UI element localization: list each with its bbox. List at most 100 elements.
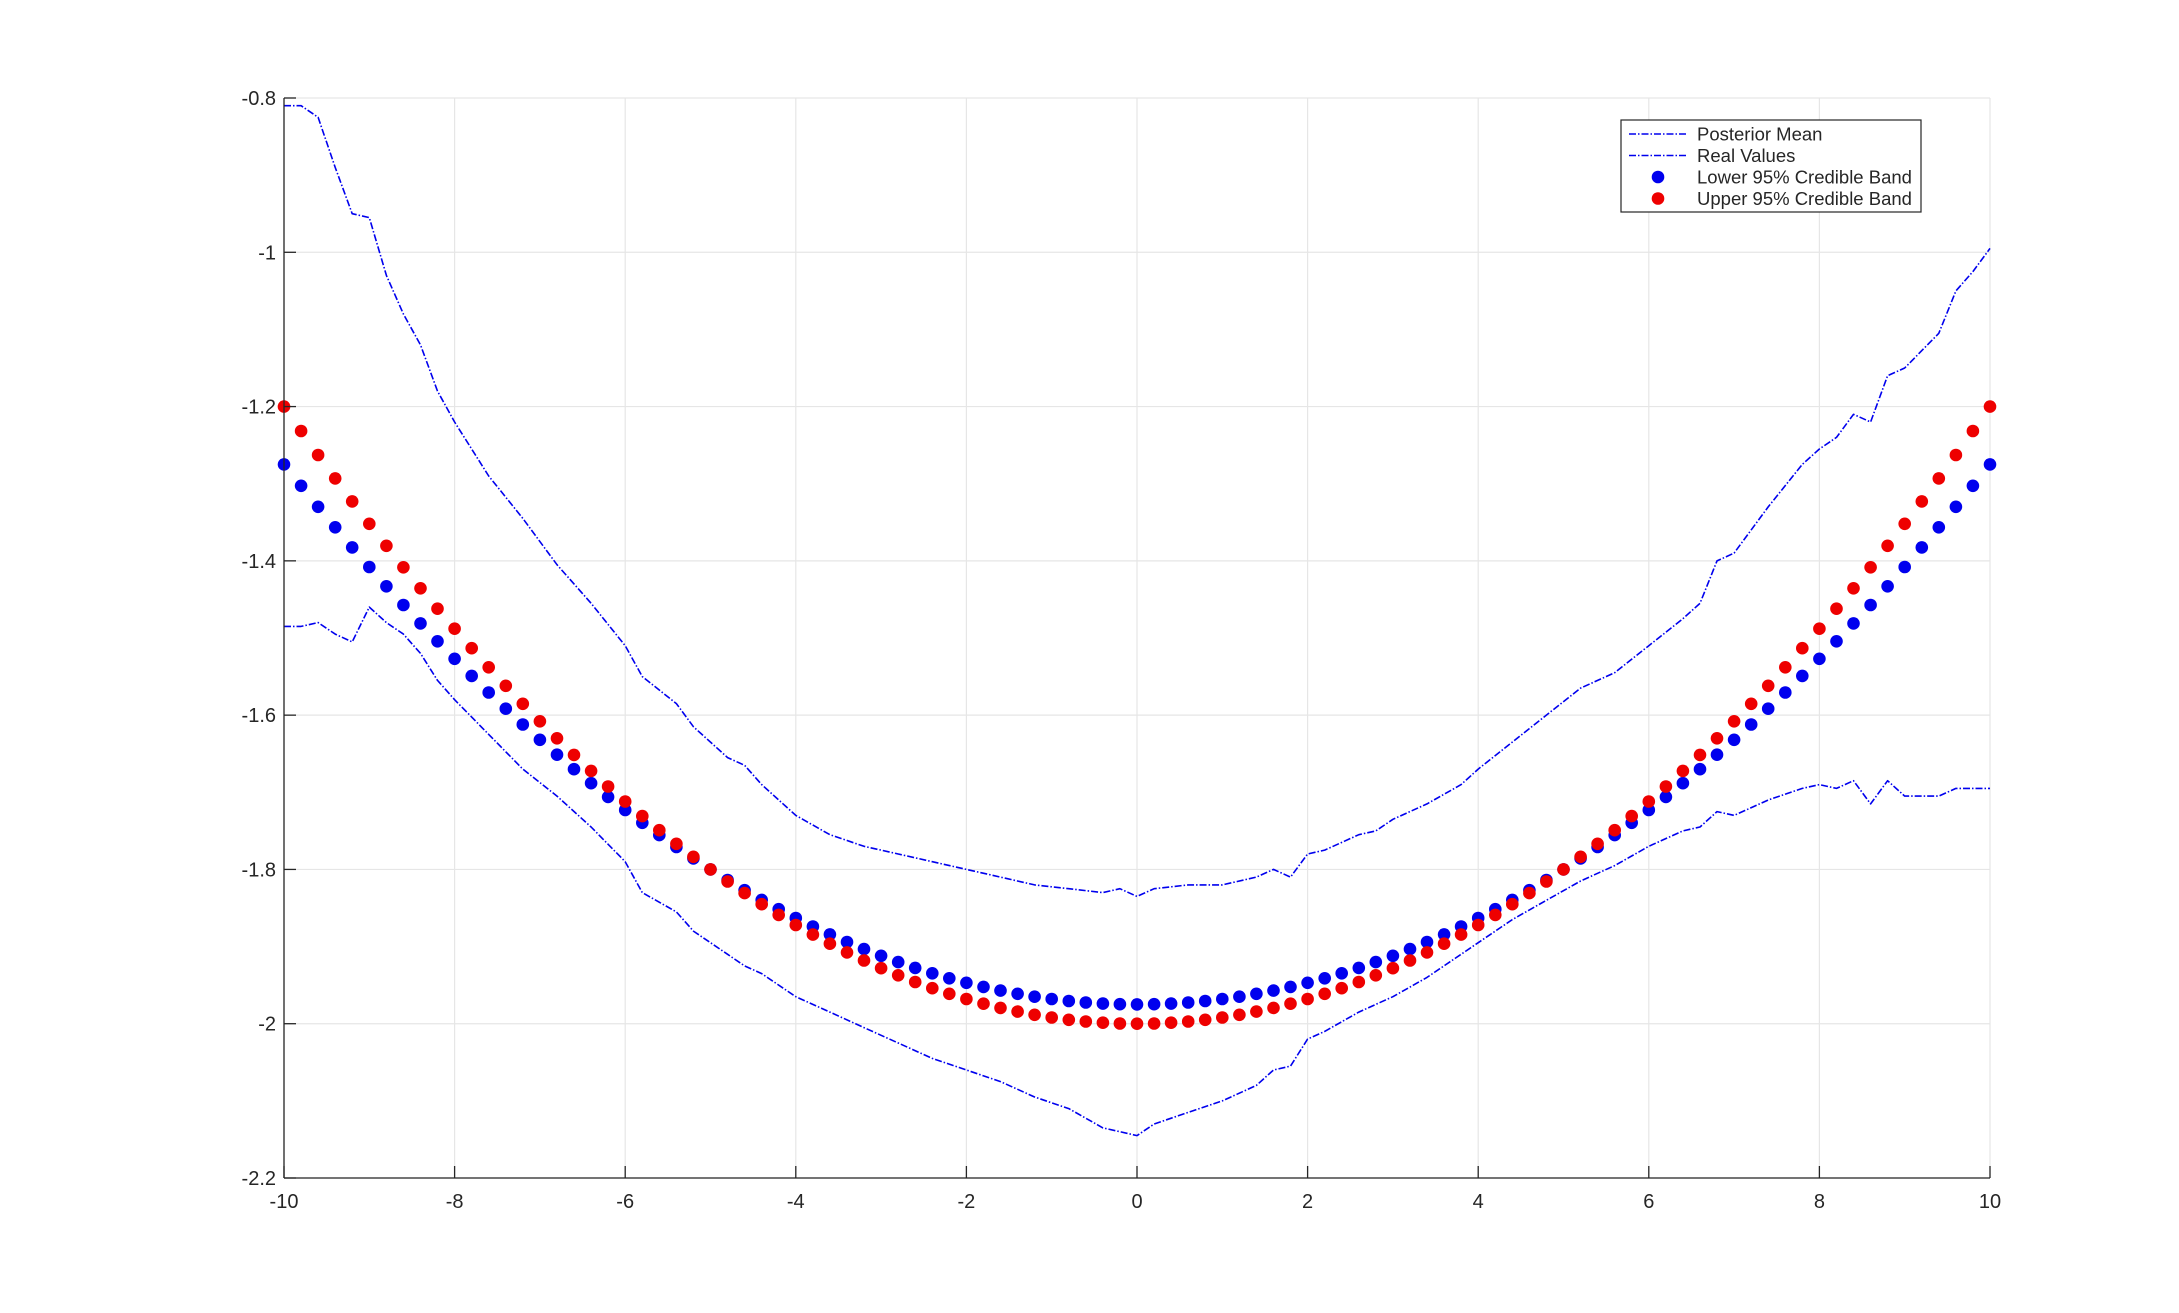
upper-band-point [926, 981, 939, 995]
upper-band-point [1147, 1017, 1161, 1030]
upper-band-point [294, 424, 308, 438]
upper-band-point [482, 661, 496, 674]
lower-band-point [414, 617, 427, 630]
upper-band-point [1779, 661, 1792, 674]
lower-band-point [926, 967, 939, 980]
y-tick-label: -0.8 [242, 88, 276, 110]
upper-band-point [1625, 809, 1638, 823]
upper-band-point [1830, 602, 1843, 615]
upper-band-point [550, 732, 564, 745]
lower-band-point [601, 790, 615, 804]
upper-band-point [1966, 424, 1980, 438]
lower-band-point [960, 976, 973, 990]
lower-band-point [1761, 702, 1775, 715]
lower-band-point [1710, 748, 1724, 761]
lower-band-point [1301, 976, 1314, 990]
lower-band-point [431, 635, 444, 648]
y-tick-label: -2.2 [242, 1168, 276, 1190]
upper-band-point [380, 539, 393, 553]
lower-band-point [1335, 967, 1348, 980]
upper-band-point [516, 697, 530, 711]
lower-band-point [1130, 998, 1144, 1011]
upper-band-point [857, 954, 871, 967]
lower-band-point [1386, 949, 1400, 963]
upper-band-point [960, 992, 973, 1006]
series-line-posterior-mean [284, 104, 1991, 898]
lower-band-point [363, 560, 376, 574]
lower-band-point [1250, 987, 1263, 1001]
lower-band-point [1932, 521, 1946, 534]
upper-band-point [687, 850, 700, 864]
lower-band-point [823, 928, 837, 941]
x-tick-label: 2 [1302, 1191, 1313, 1213]
upper-band-point [1557, 863, 1570, 876]
upper-band-point [1761, 679, 1775, 693]
upper-band-point [1710, 732, 1724, 745]
upper-band-point [1130, 1017, 1144, 1030]
legend-box [1620, 119, 1922, 213]
y-tick-label: -2 [258, 1014, 276, 1036]
y-tick-label: -1 [258, 242, 276, 264]
upper-band-point [1796, 641, 1809, 655]
upper-band-point [1181, 1015, 1195, 1028]
upper-band-point [1420, 946, 1434, 959]
lower-band-point [311, 500, 325, 514]
lower-band-point [1659, 790, 1673, 804]
upper-band-point [1983, 400, 1997, 413]
upper-band-point [1727, 715, 1741, 728]
upper-band-point [704, 863, 717, 876]
upper-band-point [601, 780, 615, 793]
lower-band-point [1062, 994, 1076, 1008]
upper-band-point [1386, 961, 1400, 975]
upper-band-point [397, 561, 410, 574]
lower-band-point [1164, 997, 1178, 1010]
upper-band-point [1028, 1008, 1041, 1022]
lower-band-point [533, 733, 547, 747]
lower-band-point [1813, 652, 1826, 666]
upper-band-point [908, 975, 922, 989]
grid [283, 97, 1991, 1179]
lower-band-point [1198, 994, 1212, 1008]
upper-band-point [1301, 992, 1314, 1006]
upper-band-point [1335, 981, 1348, 995]
upper-band-point [1949, 448, 1963, 462]
lower-band-point [1352, 961, 1366, 975]
lower-band-point [550, 748, 564, 761]
lower-band-point [1216, 992, 1229, 1006]
y-tick-label: -1.4 [242, 551, 276, 573]
upper-band-point [994, 1001, 1007, 1015]
upper-band-point [1881, 539, 1894, 553]
upper-band-point [1352, 975, 1366, 989]
upper-band-point [499, 679, 513, 693]
upper-band-point [1045, 1011, 1058, 1024]
upper-band-point [618, 795, 632, 808]
upper-band-point [1915, 495, 1929, 508]
upper-band-point [840, 946, 854, 959]
lower-band-point [1318, 972, 1331, 985]
upper-band-point [1847, 582, 1860, 595]
upper-band-point [1318, 987, 1331, 1001]
upper-band-point [891, 969, 905, 982]
x-tick-label: -6 [616, 1191, 634, 1213]
lower-band-point [380, 580, 393, 593]
lower-band-point [1403, 942, 1417, 956]
upper-band-point [806, 928, 820, 941]
upper-band-point [1250, 1005, 1263, 1018]
upper-band-point [1591, 837, 1604, 851]
upper-band-point [721, 875, 734, 888]
lower-band-point [1011, 987, 1024, 1001]
upper-band-point [1096, 1016, 1110, 1029]
upper-band-point [874, 961, 888, 975]
upper-band-point [1693, 748, 1707, 762]
upper-band-point [636, 809, 649, 823]
lower-band-point [516, 718, 530, 731]
upper-band-point [1813, 622, 1826, 635]
upper-band-point [977, 997, 990, 1010]
legend-dot-swatch [1651, 170, 1665, 184]
upper-band-point [1540, 875, 1553, 888]
lower-band-point [1420, 935, 1434, 949]
upper-band-point [328, 472, 342, 485]
lower-band-point [328, 521, 342, 534]
lower-band-point [1181, 996, 1195, 1009]
